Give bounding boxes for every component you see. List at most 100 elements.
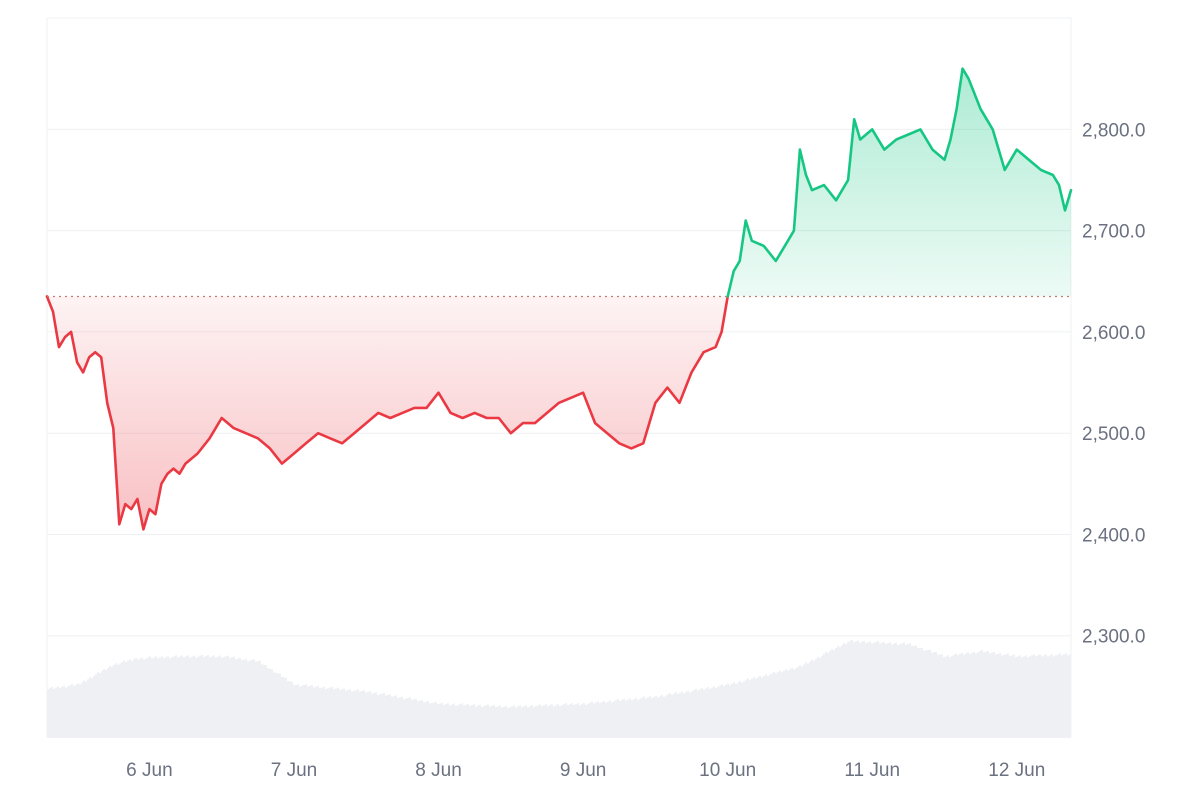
volume-bar bbox=[655, 695, 657, 737]
volume-bar bbox=[775, 673, 777, 737]
volume-bar bbox=[805, 662, 807, 737]
y-tick-label: 2,300.0 bbox=[1082, 627, 1145, 648]
volume-bar bbox=[319, 688, 321, 737]
volume-bar bbox=[839, 647, 841, 737]
volume-bar bbox=[515, 707, 517, 737]
x-tick-label: 9 Jun bbox=[560, 760, 606, 781]
volume-bar bbox=[539, 704, 541, 737]
volume-bar bbox=[1067, 655, 1069, 737]
volume-bar bbox=[537, 705, 539, 737]
volume-bar bbox=[999, 653, 1001, 737]
volume-bar bbox=[1023, 656, 1025, 737]
volume-bar bbox=[807, 663, 809, 737]
volume-bar bbox=[503, 706, 505, 737]
volume-bar bbox=[587, 703, 589, 737]
volume-bar bbox=[145, 658, 147, 737]
volume-bar bbox=[689, 692, 691, 737]
volume-bar bbox=[835, 648, 837, 737]
volume-bar bbox=[113, 664, 115, 737]
volume-bar bbox=[453, 703, 455, 737]
volume-bar bbox=[201, 654, 203, 737]
volume-bar bbox=[979, 651, 981, 737]
volume-bar bbox=[443, 704, 445, 737]
volume-bar bbox=[1003, 654, 1005, 737]
volume-bar bbox=[929, 649, 931, 737]
volume-bar bbox=[523, 706, 525, 737]
volume-bar bbox=[211, 656, 213, 737]
volume-bar bbox=[777, 671, 779, 737]
volume-bar bbox=[347, 690, 349, 737]
volume-bar bbox=[533, 707, 535, 737]
volume-bar bbox=[335, 688, 337, 737]
volume-bar bbox=[289, 681, 291, 737]
volume-bar bbox=[939, 654, 941, 737]
volume-bar bbox=[507, 708, 509, 737]
volume-bar bbox=[1005, 654, 1007, 737]
volume-bar bbox=[295, 684, 297, 737]
volume-bar bbox=[421, 699, 423, 737]
volume-bar bbox=[597, 701, 599, 737]
volume-bar bbox=[99, 673, 101, 737]
volume-bar bbox=[557, 704, 559, 737]
volume-bar bbox=[315, 686, 317, 737]
volume-bar bbox=[647, 697, 649, 737]
volume-bar bbox=[535, 706, 537, 737]
volume-bar bbox=[279, 673, 281, 737]
volume-bar bbox=[399, 697, 401, 737]
volume-bar bbox=[451, 704, 453, 737]
volume-bar bbox=[57, 686, 59, 737]
volume-bar bbox=[955, 653, 957, 737]
volume-bar bbox=[221, 657, 223, 737]
volume-bar bbox=[449, 705, 451, 737]
volume-bar bbox=[691, 691, 693, 737]
volume-bar bbox=[55, 687, 57, 737]
volume-bar bbox=[407, 698, 409, 737]
volume-bar bbox=[813, 660, 815, 737]
volume-bar bbox=[695, 688, 697, 737]
volume-bar bbox=[591, 701, 593, 737]
volume-bar bbox=[851, 639, 853, 737]
y-tick-label: 2,600.0 bbox=[1082, 323, 1145, 344]
volume-bar bbox=[829, 650, 831, 737]
volume-bar bbox=[657, 697, 659, 737]
volume-bar bbox=[617, 699, 619, 737]
volume-bar bbox=[721, 684, 723, 737]
volume-bar bbox=[577, 703, 579, 737]
volume-bar bbox=[569, 704, 571, 737]
volume-bar bbox=[1011, 655, 1013, 737]
volume-bar bbox=[1033, 654, 1035, 737]
volume-bar bbox=[179, 656, 181, 737]
volume-bar bbox=[71, 684, 73, 737]
volume-bar bbox=[653, 696, 655, 737]
volume-bar bbox=[651, 698, 653, 737]
volume-bar bbox=[985, 651, 987, 737]
volume-bar bbox=[969, 654, 971, 737]
volume-bar bbox=[97, 672, 99, 737]
volume-bar bbox=[127, 660, 129, 737]
volume-bar bbox=[723, 686, 725, 737]
volume-bar bbox=[1049, 655, 1051, 737]
volume-bar bbox=[803, 664, 805, 737]
volume-bar bbox=[235, 659, 237, 737]
volume-bar bbox=[987, 650, 989, 737]
volume-bar bbox=[821, 655, 823, 737]
volume-bar bbox=[879, 643, 881, 737]
volume-bar bbox=[467, 703, 469, 737]
volume-bar bbox=[949, 657, 951, 737]
volume-bar bbox=[497, 706, 499, 737]
volume-bar bbox=[81, 682, 83, 737]
volume-bar bbox=[767, 676, 769, 737]
volume-bar bbox=[271, 669, 273, 737]
volume-bar bbox=[387, 694, 389, 737]
volume-bar bbox=[265, 665, 267, 737]
volume-bar bbox=[561, 705, 563, 737]
volume-bar bbox=[139, 658, 141, 737]
volume-bar bbox=[935, 651, 937, 737]
volume-bar bbox=[195, 657, 197, 737]
volume-bar bbox=[475, 706, 477, 737]
volume-bar bbox=[427, 701, 429, 737]
volume-bar bbox=[447, 703, 449, 737]
volume-bar bbox=[59, 688, 61, 737]
volume-bar bbox=[1013, 654, 1015, 737]
volume-bar bbox=[627, 699, 629, 737]
